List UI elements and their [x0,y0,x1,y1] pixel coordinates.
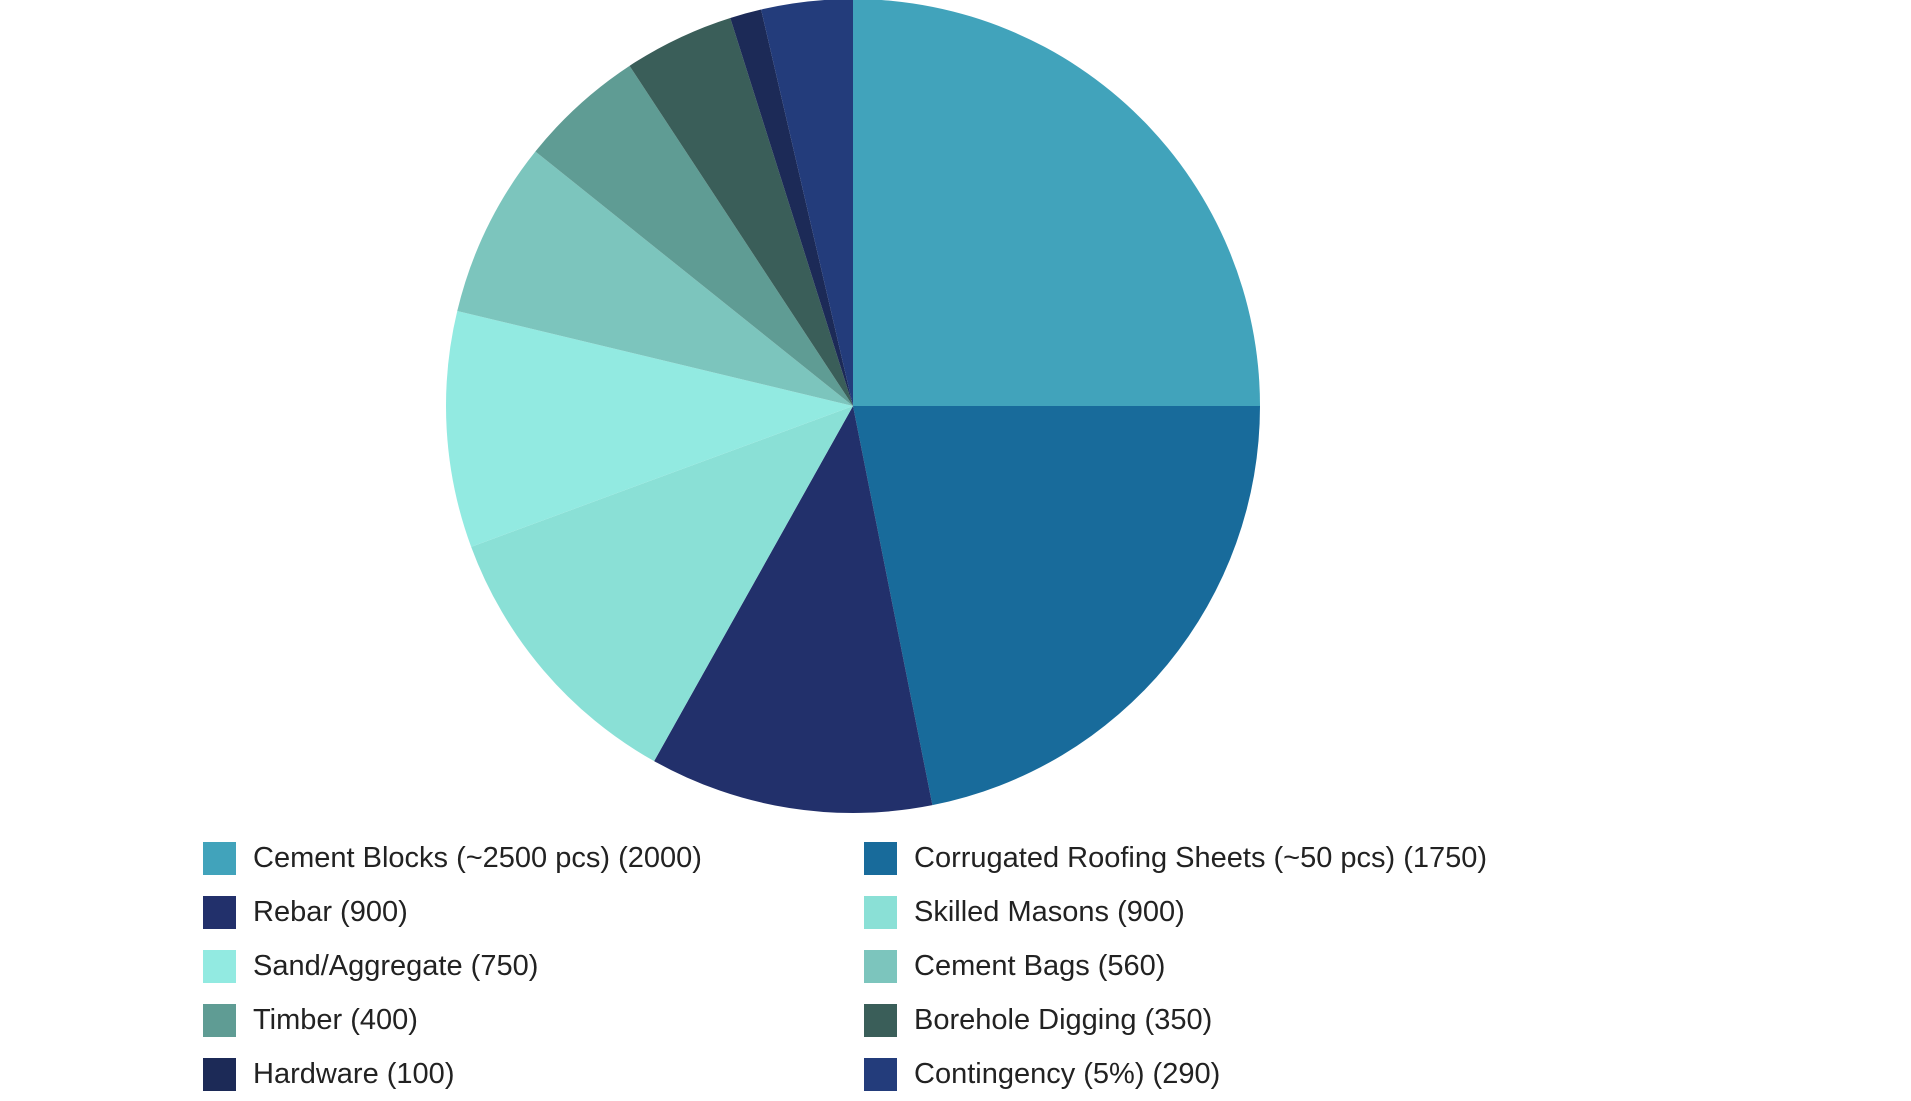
pie-slice-3 [471,406,853,762]
legend-swatch [864,895,897,929]
legend-swatch [864,1003,897,1037]
legend-item: Cement Blocks (~2500 pcs) (2000) [203,831,864,885]
pie-slice-6 [535,65,853,406]
legend-label: Cement Blocks (~2500 pcs) (2000) [253,841,702,874]
legend-label: Cement Bags (560) [914,949,1166,982]
legend-label: Sand/Aggregate (750) [253,949,539,982]
legend-item: Corrugated Roofing Sheets (~50 pcs) (175… [864,831,1564,885]
legend-item: Skilled Masons (900) [864,885,1564,939]
legend-label: Timber (400) [253,1003,418,1036]
legend-item: Sand/Aggregate (750) [203,939,864,993]
legend-item: Hardware (100) [203,1047,864,1101]
pie-slices [446,0,1260,814]
legend-swatch [864,1057,897,1091]
legend-swatch [203,949,236,983]
legend-swatch [203,1057,236,1091]
legend-swatch [203,895,236,929]
legend-item: Rebar (900) [203,885,864,939]
legend-label: Contingency (5%) (290) [914,1057,1221,1090]
pie-slice-1 [853,406,1260,806]
legend-item: Timber (400) [203,993,864,1047]
legend-label: Rebar (900) [253,895,408,928]
pie-slice-4 [446,310,853,547]
pie-slice-9 [761,0,853,406]
pie-chart-plot [446,0,1260,814]
legend-label: Borehole Digging (350) [914,1003,1213,1036]
chart-legend: Cement Blocks (~2500 pcs) (2000) Corrugat… [203,831,1603,1101]
legend-label: Skilled Masons (900) [914,895,1185,928]
legend-label: Corrugated Roofing Sheets (~50 pcs) (175… [914,841,1488,874]
pie-slice-2 [654,406,933,814]
pie-slice-7 [629,17,853,406]
legend-item: Cement Bags (560) [864,939,1564,993]
legend-item: Borehole Digging (350) [864,993,1564,1047]
pie-slice-8 [730,9,853,406]
pie-slice-0 [853,0,1260,406]
pie-slice-5 [457,151,853,406]
legend-swatch [864,949,897,983]
legend-swatch [864,841,897,875]
legend-swatch [203,841,236,875]
legend-label: Hardware (100) [253,1057,455,1090]
legend-swatch [203,1003,236,1037]
legend-item: Contingency (5%) (290) [864,1047,1564,1101]
